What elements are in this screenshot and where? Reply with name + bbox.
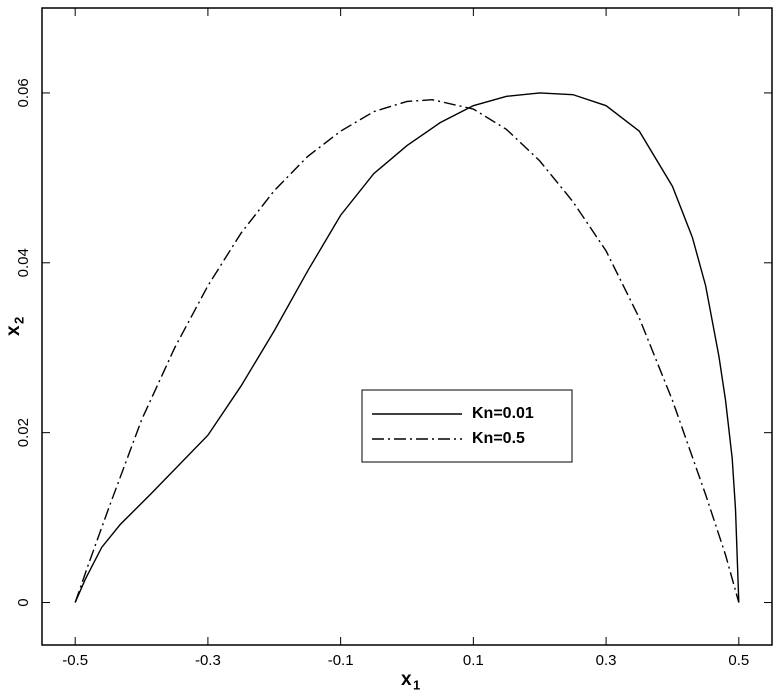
x-tick-label: -0.3 — [195, 652, 221, 669]
x-tick-label: 0.3 — [596, 652, 617, 669]
x-axis-label-sub: 1 — [413, 677, 420, 692]
y-axis-label-group: x 2 — [3, 317, 26, 336]
y-axis-label: x — [3, 325, 24, 336]
series-line — [74, 99, 740, 603]
legend-label: Kn=0.01 — [472, 405, 534, 422]
y-tick-label: 0.04 — [15, 248, 32, 277]
x-axis-label: x — [401, 669, 412, 690]
series-line — [74, 92, 740, 603]
legend-label: Kn=0.5 — [472, 430, 525, 447]
y-tick-label: 0 — [15, 598, 32, 606]
y-tick-label: 0.02 — [15, 418, 32, 447]
plot-frame — [41, 7, 773, 646]
x-tick-label: 0.1 — [463, 652, 484, 669]
x-tick-label: 0.5 — [728, 652, 749, 669]
x-tick-label: -0.1 — [328, 652, 354, 669]
y-tick-label: 0.06 — [15, 78, 32, 107]
x-tick-label: -0.5 — [62, 652, 88, 669]
legend-box — [361, 389, 573, 463]
y-axis-label-sub: 2 — [11, 317, 26, 324]
